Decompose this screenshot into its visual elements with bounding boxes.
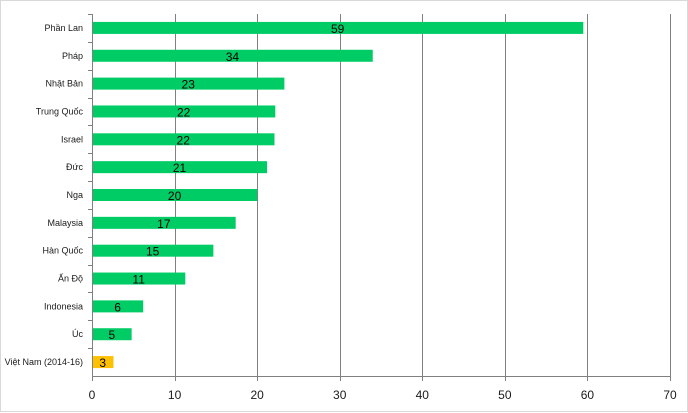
x-tick-label-20: 20: [250, 388, 264, 402]
data-label-6: 20: [168, 189, 182, 203]
bar-5: [93, 161, 268, 174]
bar-0: [93, 21, 584, 34]
data-label-8: 15: [146, 245, 160, 259]
x-tick-label-30: 30: [333, 388, 347, 402]
category-label-9: Ấn Độ: [58, 274, 83, 284]
x-tick-label-10: 10: [168, 388, 182, 402]
category-label-10: Indonesia: [44, 301, 83, 311]
bar-3: [93, 105, 276, 118]
category-label-12: Việt Nam (2014-16): [5, 357, 83, 367]
bar-11: [93, 328, 132, 341]
data-label-10: 6: [114, 300, 121, 314]
bar-1: [93, 49, 373, 62]
bar-9: [93, 272, 186, 285]
category-label-1: Pháp: [62, 51, 83, 61]
category-label-4: Israel: [61, 134, 83, 144]
x-tick-label-70: 70: [663, 388, 677, 402]
x-tick-label-50: 50: [498, 388, 512, 402]
data-label-4: 22: [177, 133, 191, 147]
data-label-1: 34: [226, 50, 240, 64]
category-label-0: Phần Lan: [44, 23, 83, 33]
x-tick-label-40: 40: [416, 388, 430, 402]
data-label-11: 5: [108, 328, 115, 342]
category-label-7: Malaysia: [47, 218, 83, 228]
x-tick-label-0: 0: [89, 388, 96, 402]
category-label-5: Đức: [66, 162, 84, 172]
data-label-7: 17: [157, 217, 171, 231]
bar-2: [93, 77, 285, 90]
data-label-12: 3: [99, 356, 106, 370]
category-label-6: Nga: [66, 190, 83, 200]
data-label-2: 23: [182, 78, 196, 92]
x-tick-label-60: 60: [581, 388, 595, 402]
data-label-3: 22: [177, 105, 191, 119]
bar-12: [93, 356, 114, 369]
bar-8: [93, 244, 214, 257]
category-label-11: Úc: [72, 329, 83, 339]
data-label-9: 11: [132, 273, 145, 287]
data-label-5: 21: [173, 161, 187, 175]
bar-6: [93, 189, 258, 201]
bar-4: [93, 133, 275, 146]
bar-10: [93, 300, 144, 313]
category-label-8: Hàn Quốc: [42, 246, 83, 256]
bar-7: [93, 216, 236, 229]
category-label-2: Nhật Bản: [45, 79, 83, 89]
category-label-3: Trung Quốc: [36, 106, 84, 116]
data-label-0: 59: [331, 22, 345, 36]
